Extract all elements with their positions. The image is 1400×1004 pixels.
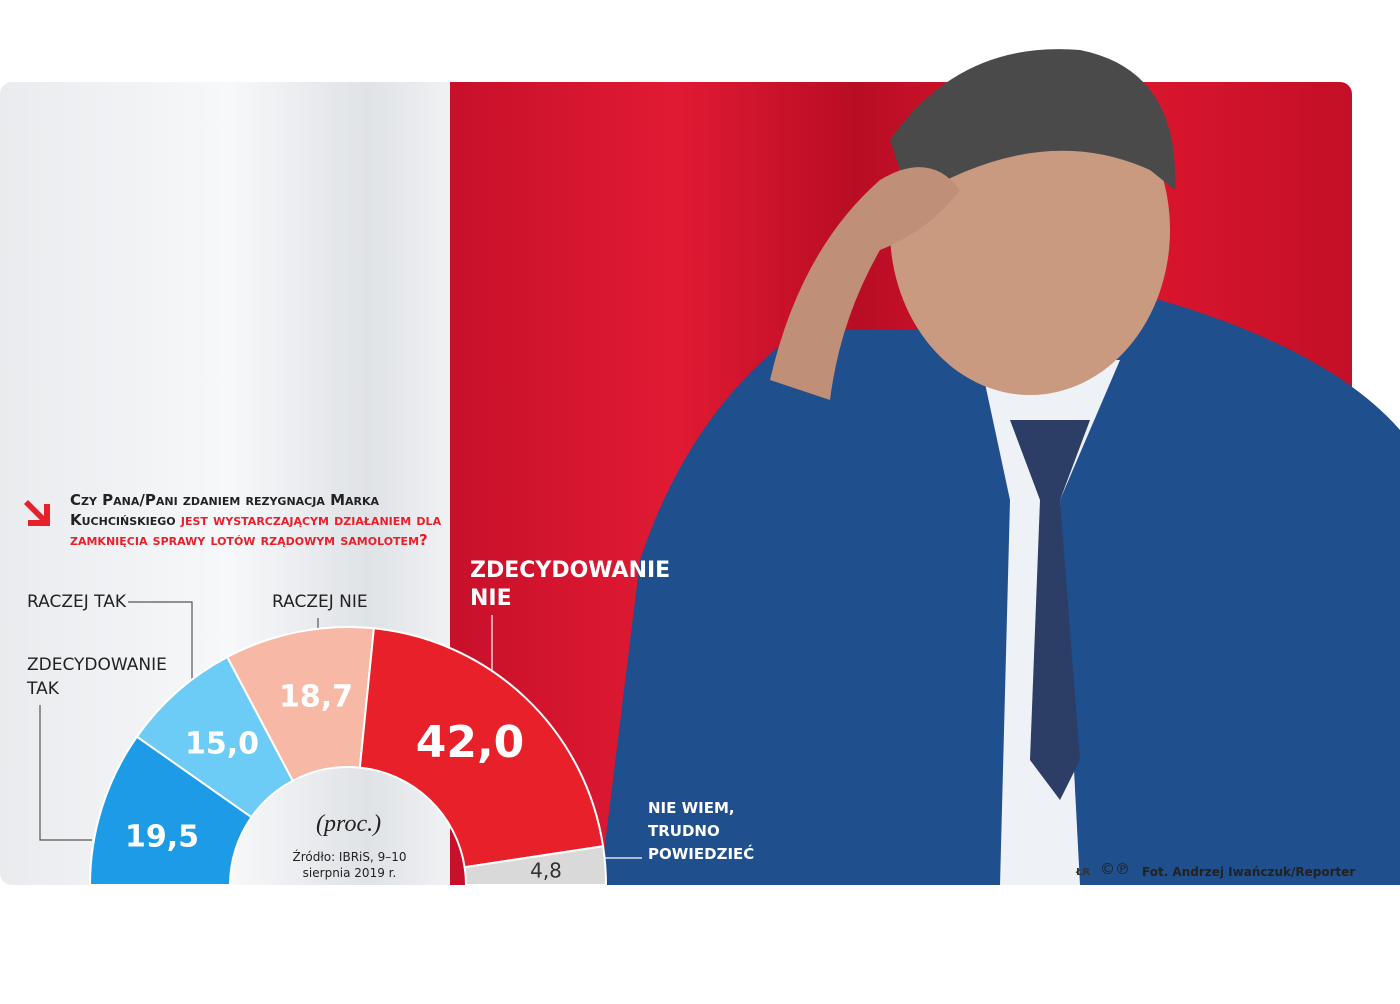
- category-label: ZDECYDOWANIE TAK: [27, 655, 167, 699]
- photo-hand: [770, 167, 960, 400]
- logo: ŁR: [1076, 867, 1091, 878]
- photo-suit: [600, 300, 1400, 885]
- segment: [463, 845, 608, 886]
- value-label: 15,0: [185, 727, 259, 762]
- category-label: RACZEJ NIE: [272, 592, 368, 612]
- value-label: 4,8: [530, 859, 562, 883]
- photo-tie: [1010, 420, 1090, 800]
- photo-hair: [890, 49, 1176, 200]
- question-part: jest wystarczającym działaniem dla zamkn…: [70, 511, 442, 549]
- category-label: NIE WIEM, TRUDNO POWIEDZIEĆ: [648, 799, 755, 863]
- rights: ©℗: [1100, 860, 1130, 878]
- question: Czy Pana/Pani zdaniem rezygnacja Marka K…: [70, 490, 450, 550]
- unit: (proc.): [316, 811, 382, 837]
- value-label: 19,5: [125, 820, 199, 855]
- chart: 19,5 15,0 18,7 42,0 4,8: [88, 626, 608, 886]
- question-part: Czy Pana/Pani zdaniem rezygnacja Marka K…: [70, 491, 380, 529]
- value-label: 42,0: [416, 717, 525, 768]
- category-label: RACZEJ TAK: [27, 592, 126, 612]
- source: Źródło: IBRiS, 9–10 sierpnia 2019 r.: [292, 850, 407, 880]
- credit: Fot. Andrzej Iwańczuk/Reporter: [1142, 865, 1356, 879]
- segment: [358, 627, 605, 869]
- question-arrow: [24, 500, 50, 526]
- category-label: ZDECYDOWANIE NIE: [470, 558, 671, 611]
- value-label: 18,7: [279, 680, 353, 715]
